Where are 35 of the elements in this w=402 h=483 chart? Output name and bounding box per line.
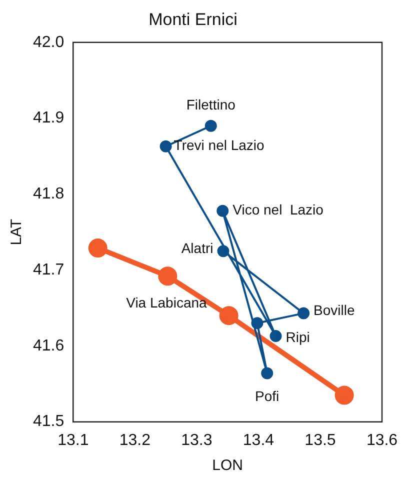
point [217,245,230,258]
annotation: Filettino [186,96,236,113]
annotation: Boville [314,302,356,318]
annotation: Trevi nel Lazio [174,137,265,154]
point [270,330,282,342]
x-tick-label: 13.1 [58,432,89,449]
y-tick-label: 41.9 [33,110,64,127]
annotation: Vico nel Lazio [232,202,324,218]
series-label: Via Labicana [126,294,208,310]
point [298,307,310,320]
x-tick-label: 13.2 [119,432,151,449]
y-tick-label: 41.7 [33,261,64,278]
x-tick-label: 13.3 [181,432,212,449]
point [158,266,178,286]
annotation: Pofi [255,388,280,404]
x-tick-label: 13.6 [366,432,398,449]
chart-title: Monti Ernici [148,10,238,29]
point [261,367,274,380]
y-axis-title: LAT [8,218,26,246]
y-tick-label: 41.6 [33,337,64,354]
annotation: Alatri [181,240,214,256]
point [204,120,217,132]
point [160,140,172,152]
y-tick-label: 41.8 [33,186,64,203]
y-tick-label: 42.0 [33,34,64,51]
x-tick-label: 13.4 [242,432,274,449]
point [88,238,108,258]
point [219,306,238,326]
x-axis-title: LON [212,457,243,474]
annotation: Ripi [286,328,310,345]
x-tick-label: 13.5 [304,432,336,449]
point [334,386,354,405]
point [216,204,229,217]
y-tick-label: 41.5 [33,413,64,430]
point [251,317,264,330]
